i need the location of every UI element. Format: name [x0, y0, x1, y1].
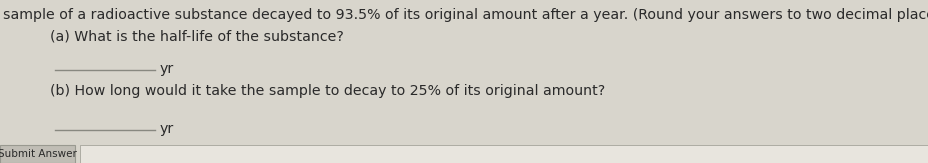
Text: sample of a radioactive substance decayed to 93.5% of its original amount after : sample of a radioactive substance decaye…	[3, 8, 928, 22]
Text: yr: yr	[160, 62, 174, 76]
Text: yr: yr	[160, 122, 174, 136]
Text: (b) How long would it take the sample to decay to 25% of its original amount?: (b) How long would it take the sample to…	[50, 84, 605, 98]
Text: Submit Answer: Submit Answer	[0, 149, 77, 159]
Bar	[80, 145, 928, 163]
Text: (a) What is the half-life of the substance?: (a) What is the half-life of the substan…	[50, 30, 343, 44]
Bar	[0, 145, 75, 163]
